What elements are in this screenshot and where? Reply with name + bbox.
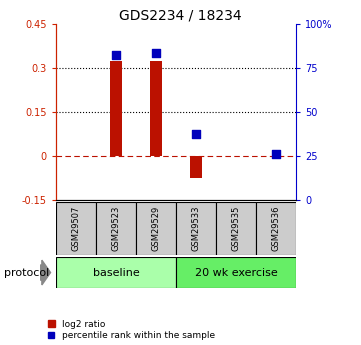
Text: protocol: protocol <box>4 268 49 277</box>
Bar <box>136 202 176 255</box>
Text: GDS2234 / 18234: GDS2234 / 18234 <box>119 9 242 23</box>
Text: GSM29535: GSM29535 <box>231 206 240 251</box>
Bar <box>150 61 162 156</box>
Text: GSM29523: GSM29523 <box>112 206 121 251</box>
Bar <box>176 257 296 288</box>
Text: GSM29536: GSM29536 <box>271 206 280 251</box>
Point <box>273 151 279 157</box>
Bar <box>256 202 296 255</box>
Point <box>193 131 199 137</box>
Text: baseline: baseline <box>92 268 139 277</box>
Text: GSM29529: GSM29529 <box>152 206 161 251</box>
Point <box>153 50 159 56</box>
Bar <box>190 156 202 178</box>
Text: 20 wk exercise: 20 wk exercise <box>195 268 277 277</box>
FancyArrow shape <box>40 260 51 285</box>
Bar <box>56 202 96 255</box>
Legend: log2 ratio, percentile rank within the sample: log2 ratio, percentile rank within the s… <box>48 320 216 341</box>
Bar <box>110 61 122 156</box>
Text: GSM29533: GSM29533 <box>191 206 200 251</box>
Bar <box>96 202 136 255</box>
Bar <box>216 202 256 255</box>
Point <box>113 52 119 58</box>
Text: GSM29507: GSM29507 <box>71 206 81 251</box>
Bar <box>176 202 216 255</box>
Bar <box>56 257 176 288</box>
